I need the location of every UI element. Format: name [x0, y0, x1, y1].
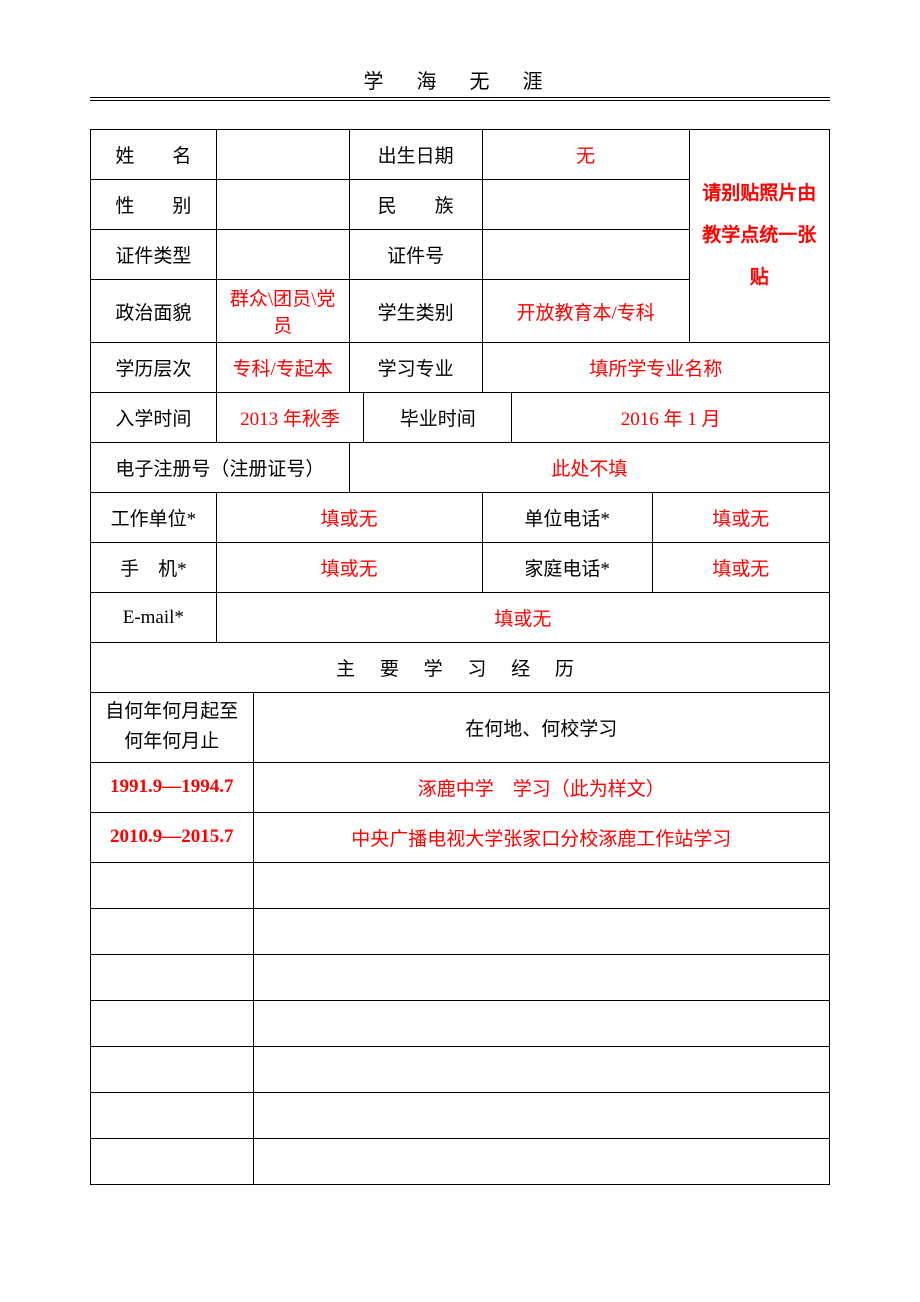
value-studenttype: 开放教育本/专科 — [482, 280, 689, 343]
label-enrolldate: 入学时间 — [91, 393, 217, 443]
value-enrolldate: 2013 年秋季 — [216, 393, 364, 443]
value-idtype — [216, 230, 349, 280]
history-place-0: 涿鹿中学 学习（此为样文） — [253, 762, 829, 812]
value-mobile: 填或无 — [216, 543, 482, 593]
label-name: 姓 名 — [91, 130, 217, 180]
label-studenttype: 学生类别 — [349, 280, 482, 343]
history-section-header: 主 要 学 习 经 历 — [91, 643, 830, 693]
history-empty — [253, 862, 829, 908]
label-edulevel: 学历层次 — [91, 343, 217, 393]
label-graddate: 毕业时间 — [364, 393, 512, 443]
history-empty — [91, 1046, 254, 1092]
history-place-header: 在何地、何校学习 — [253, 693, 829, 763]
label-gender: 性 别 — [91, 180, 217, 230]
label-birth: 出生日期 — [349, 130, 482, 180]
label-mobile: 手 机* — [91, 543, 217, 593]
value-homephone: 填或无 — [652, 543, 829, 593]
value-name — [216, 130, 349, 180]
page-header: 学 海 无 涯 — [90, 65, 830, 101]
value-email: 填或无 — [216, 593, 829, 643]
value-regnum: 此处不填 — [349, 443, 829, 493]
value-birth: 无 — [482, 130, 689, 180]
label-workphone: 单位电话* — [482, 493, 652, 543]
photo-placeholder: 请别贴照片由教学点统一张贴 — [689, 130, 829, 343]
history-empty — [253, 1138, 829, 1184]
label-workunit: 工作单位* — [91, 493, 217, 543]
history-place-1: 中央广播电视大学张家口分校涿鹿工作站学习 — [253, 812, 829, 862]
history-date-header: 自何年何月起至何年何月止 — [91, 693, 254, 763]
history-empty — [253, 1000, 829, 1046]
value-edulevel: 专科/专起本 — [216, 343, 349, 393]
history-date-0: 1991.9—1994.7 — [91, 762, 254, 812]
history-date-1: 2010.9—2015.7 — [91, 812, 254, 862]
form-table: 姓 名 出生日期 无 请别贴照片由教学点统一张贴 性 别 民 族 证件类型 证件… — [90, 129, 830, 1185]
label-email: E-mail* — [91, 593, 217, 643]
history-empty — [253, 1046, 829, 1092]
label-political: 政治面貌 — [91, 280, 217, 343]
value-workunit: 填或无 — [216, 493, 482, 543]
value-gender — [216, 180, 349, 230]
label-homephone: 家庭电话* — [482, 543, 652, 593]
history-empty — [253, 954, 829, 1000]
history-empty — [91, 1138, 254, 1184]
value-political: 群众\团员\党员 — [216, 280, 349, 343]
value-major: 填所学专业名称 — [482, 343, 829, 393]
history-empty — [91, 908, 254, 954]
history-empty — [91, 954, 254, 1000]
label-regnum: 电子注册号（注册证号） — [91, 443, 350, 493]
history-empty — [253, 1092, 829, 1138]
value-idnum — [482, 230, 689, 280]
history-empty — [91, 1000, 254, 1046]
value-ethnicity — [482, 180, 689, 230]
label-idnum: 证件号 — [349, 230, 482, 280]
value-graddate: 2016 年 1 月 — [512, 393, 830, 443]
label-idtype: 证件类型 — [91, 230, 217, 280]
value-workphone: 填或无 — [652, 493, 829, 543]
history-empty — [91, 862, 254, 908]
history-empty — [91, 1092, 254, 1138]
history-empty — [253, 908, 829, 954]
label-major: 学习专业 — [349, 343, 482, 393]
label-ethnicity: 民 族 — [349, 180, 482, 230]
